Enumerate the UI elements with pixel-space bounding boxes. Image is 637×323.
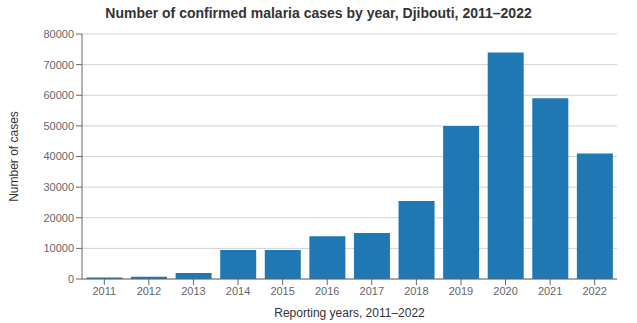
svg-text:0: 0 [68, 273, 74, 285]
svg-text:40000: 40000 [43, 150, 74, 162]
svg-text:2013: 2013 [181, 285, 205, 297]
svg-text:2017: 2017 [360, 285, 384, 297]
svg-text:2011: 2011 [92, 285, 116, 297]
svg-text:80000: 80000 [43, 28, 74, 40]
svg-text:2012: 2012 [137, 285, 161, 297]
svg-text:2016: 2016 [315, 285, 339, 297]
svg-text:Number of cases: Number of cases [8, 111, 21, 202]
svg-text:70000: 70000 [43, 59, 74, 71]
svg-text:50000: 50000 [43, 120, 74, 132]
svg-text:Reporting years, 2011–2022: Reporting years, 2011–2022 [274, 306, 425, 320]
html-text:Number of confirmed malaria ca: Number of confirmed malaria cases by yea… [105, 5, 532, 21]
svg-text:20000: 20000 [43, 212, 74, 224]
svg-text:60000: 60000 [43, 89, 74, 101]
svg-text:2020: 2020 [493, 285, 517, 297]
svg-text:10000: 10000 [43, 242, 74, 254]
svg-text:2019: 2019 [449, 285, 473, 297]
svg-text:2022: 2022 [582, 285, 606, 297]
svg-text:2018: 2018 [404, 285, 428, 297]
svg-text:2014: 2014 [226, 285, 250, 297]
svg-text:2021: 2021 [538, 285, 562, 297]
svg-text:2015: 2015 [270, 285, 294, 297]
svg-text:30000: 30000 [43, 181, 74, 193]
